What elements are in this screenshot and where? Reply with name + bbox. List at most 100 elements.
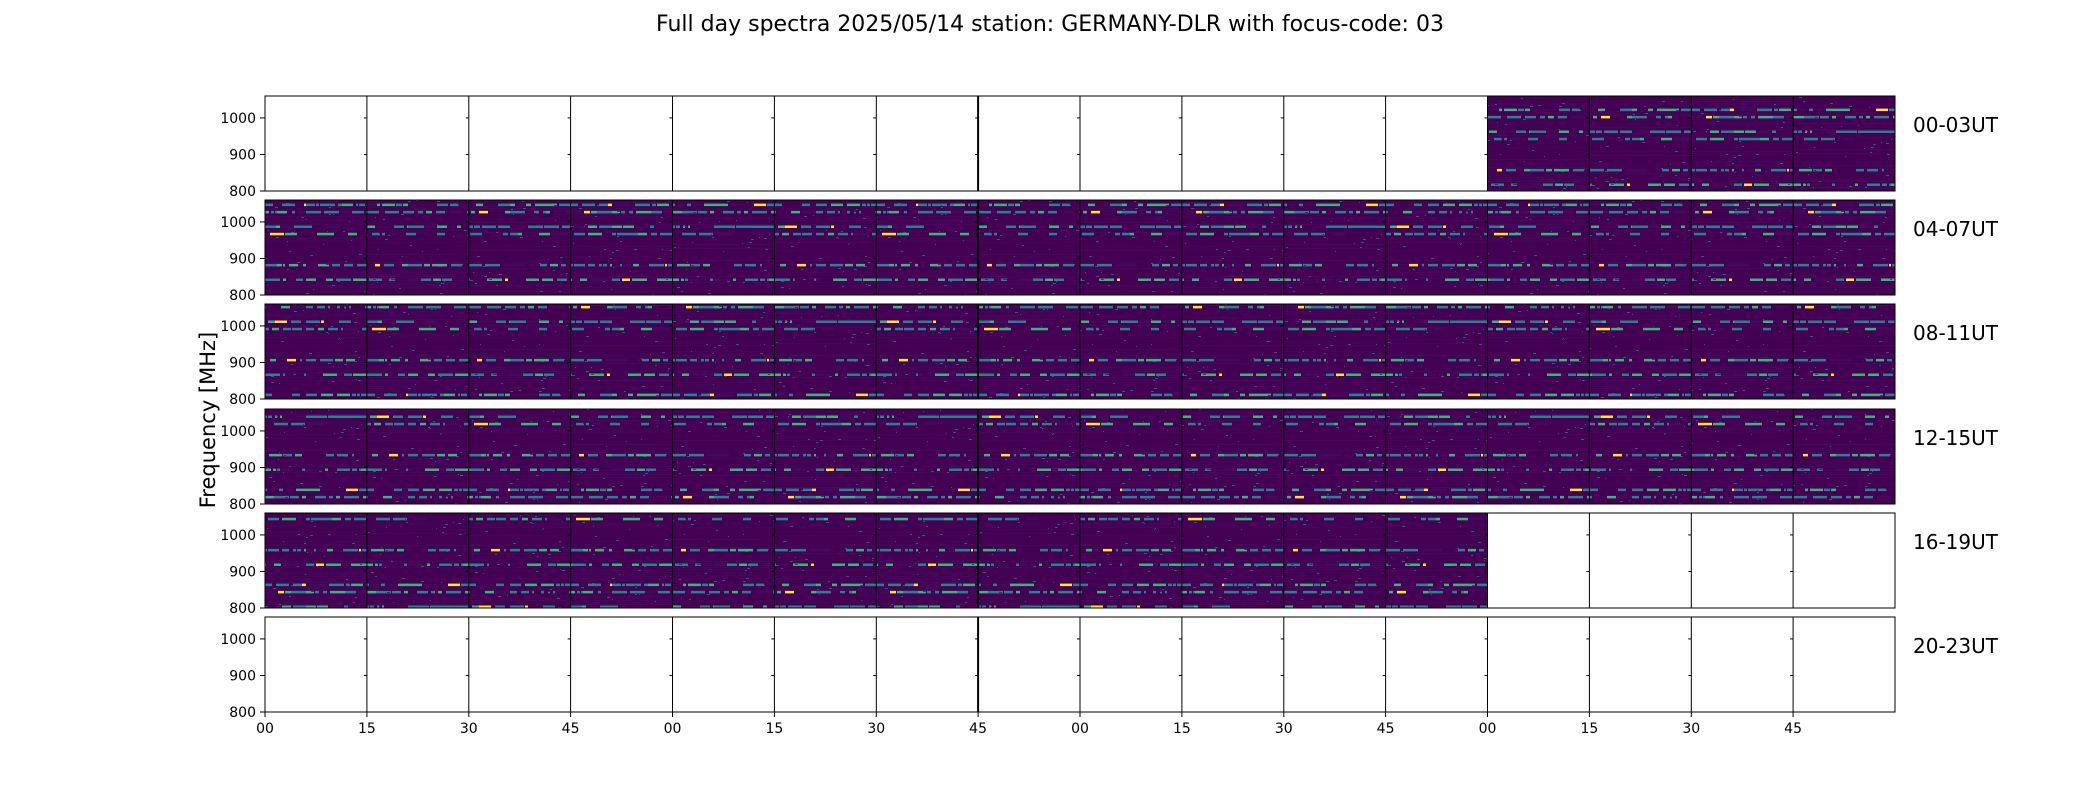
x-tick-label: 15: [358, 721, 376, 737]
spectrum-panel: [1589, 96, 1692, 191]
spectrum-panel: [1181, 200, 1284, 295]
spectrum-panel: [265, 409, 367, 504]
spectra-row: 1000 900 800 20-23UT: [220, 616, 1999, 721]
spectrum-panel: [1080, 409, 1182, 504]
x-tick-label: 00: [256, 721, 274, 737]
spectrum-panel: [366, 304, 469, 399]
spectrum-panel: [1283, 513, 1386, 608]
y-tick-label: 800: [229, 392, 256, 408]
spectrum-panel: [876, 304, 979, 399]
x-tick-label: 30: [1682, 721, 1700, 737]
y-tick-label: 900: [229, 668, 256, 684]
spectra-row: 1000 900 800 04-07UT: [220, 199, 1999, 304]
row-label: 16-19UT: [1913, 530, 1999, 554]
spectrum-panel: [570, 513, 673, 608]
spectrum-panel: [1283, 409, 1386, 504]
y-tick-label: 1000: [220, 632, 256, 648]
y-tick-label: 800: [229, 184, 256, 200]
spectrum-panel: [468, 200, 571, 295]
spectrum-panel: [570, 409, 673, 504]
x-tick-label: 15: [1173, 721, 1191, 737]
row-label: 04-07UT: [1913, 217, 1999, 241]
spectrum-panel: [468, 304, 571, 399]
spectrum-panel: [774, 304, 877, 399]
x-tick-label: 00: [1479, 721, 1497, 737]
spectrum-panel: [468, 513, 571, 608]
spectra-row: 1000 900 800 08-11UT: [220, 303, 1999, 408]
y-tick-label: 800: [229, 705, 256, 721]
spectrum-panel: [774, 200, 877, 295]
spectrum-panel: [366, 409, 469, 504]
spectrum-panel: [1385, 200, 1488, 295]
y-tick-label: 1000: [220, 215, 256, 231]
spectrum-panel: [774, 409, 877, 504]
spectrum-panel: [468, 409, 571, 504]
spectrum-panel: [1283, 200, 1386, 295]
spectrum-panel: [1691, 96, 1794, 191]
spectrum-panel: [978, 513, 1080, 608]
spectrum-panel: [1283, 304, 1386, 399]
x-tick-label: 45: [1377, 721, 1395, 737]
y-tick-label: 1000: [220, 111, 256, 127]
spectrum-panel: [1487, 304, 1590, 399]
spectrum-panel: [1385, 304, 1488, 399]
y-tick-label: 1000: [220, 424, 256, 440]
spectrum-panel: [672, 409, 775, 504]
spectrum-panel: [1691, 409, 1794, 504]
spectrum-panel: [1385, 409, 1488, 504]
row-label: 08-11UT: [1913, 321, 1999, 345]
y-tick-label: 900: [229, 251, 256, 267]
row-label: 20-23UT: [1913, 634, 1999, 658]
spectrum-panel: [1487, 96, 1590, 191]
x-tick-label: 00: [664, 721, 682, 737]
spectrum-panel: [1080, 513, 1182, 608]
y-tick-label: 900: [229, 355, 256, 371]
spectrum-panel: [876, 513, 979, 608]
spectrum-panel: [1691, 304, 1794, 399]
y-tick-label: 1000: [220, 528, 256, 544]
y-tick-label: 800: [229, 601, 256, 617]
spectrum-panel: [1691, 200, 1794, 295]
spectrum-panel: [1080, 200, 1182, 295]
spectrum-panel: [1385, 513, 1488, 608]
spectra-row: 1000 900 800 16-19UT: [220, 512, 1999, 617]
spectrum-panel: [1793, 200, 1895, 295]
spectrum-panel: [265, 513, 367, 608]
spectrum-panel: [265, 304, 367, 399]
spectrum-panel: [978, 409, 1080, 504]
x-tick-label: 15: [765, 721, 783, 737]
x-tick-label: 45: [969, 721, 987, 737]
y-tick-label: 1000: [220, 319, 256, 335]
spectrum-panel: [570, 304, 673, 399]
spectrum-panel: [1589, 304, 1692, 399]
spectrum-panel: [366, 200, 469, 295]
y-tick-label: 900: [229, 147, 256, 163]
spectrum-panel: [1487, 409, 1590, 504]
spectrum-panel: [1793, 96, 1895, 191]
spectrum-panel: [876, 409, 979, 504]
x-tick-label: 15: [1580, 721, 1598, 737]
x-tick-label: 30: [867, 721, 885, 737]
x-tick-label: 30: [460, 721, 478, 737]
spectrum-panel: [774, 513, 877, 608]
y-tick-label: 900: [229, 564, 256, 580]
spectrum-panel: [978, 304, 1080, 399]
x-tick-label: 00: [1071, 721, 1089, 737]
spectrum-panel: [1181, 304, 1284, 399]
spectrum-panel: [1181, 409, 1284, 504]
y-tick-label: 800: [229, 497, 256, 513]
spectrum-panel: [978, 200, 1080, 295]
spectrum-panel: [1080, 304, 1182, 399]
spectrum-panel: [1589, 409, 1692, 504]
spectrum-panel: [366, 513, 469, 608]
spectra-row: 1000 900 800 12-15UT: [220, 408, 1999, 513]
row-label: 12-15UT: [1913, 426, 1999, 450]
spectrum-panel: [1793, 304, 1895, 399]
spectrum-panel: [265, 200, 367, 295]
row-label: 00-03UT: [1913, 113, 1999, 137]
y-tick-label: 900: [229, 460, 256, 476]
x-tick-label: 45: [562, 721, 580, 737]
spectrum-panel: [876, 200, 979, 295]
spectrum-panel: [1589, 200, 1692, 295]
